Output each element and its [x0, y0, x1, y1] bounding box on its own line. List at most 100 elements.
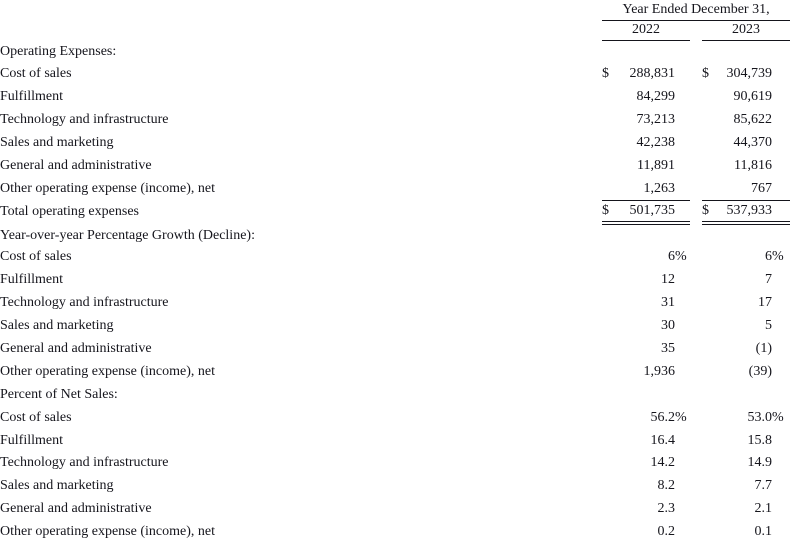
section-heading-row: Year-over-year Percentage Growth (Declin…	[0, 223, 800, 246]
column-gap	[690, 338, 702, 361]
currency-symbol	[602, 154, 626, 177]
percent-sign: %	[675, 249, 687, 265]
value-2022: 6	[668, 249, 675, 265]
header-spacer	[0, 0, 602, 20]
currency-symbol	[602, 521, 626, 544]
table-row: Other operating expense (income), net 1,…	[0, 177, 800, 201]
suffix-2023	[772, 109, 790, 132]
value-2023: 90,619	[733, 89, 773, 105]
column-gap	[690, 429, 702, 452]
column-gap	[690, 315, 702, 338]
right-margin	[790, 338, 800, 361]
value-2022: 12	[661, 272, 675, 288]
suffix-2023	[772, 200, 791, 226]
row-label: Cost of sales	[0, 249, 72, 265]
value-2022: 0.2	[657, 524, 676, 540]
currency-symbol	[602, 315, 626, 338]
value-2022: 8.2	[657, 478, 676, 494]
currency-symbol	[602, 86, 626, 109]
suffix-2023	[772, 292, 790, 315]
row-label: Sales and marketing	[0, 135, 114, 150]
row-label: Other operating expense (income), net	[0, 180, 215, 196]
currency-symbol	[702, 521, 726, 544]
currency-symbol	[702, 406, 726, 429]
period-header-row: Year Ended December 31,	[0, 0, 800, 21]
currency-symbol	[602, 269, 626, 292]
column-gap	[690, 452, 702, 475]
value-2022: 16.4	[650, 432, 676, 448]
section-heading: Operating Expenses:	[0, 43, 117, 59]
suffix-2023	[772, 452, 790, 475]
row-label: Other operating expense (income), net	[0, 524, 215, 540]
value-2023: 0.1	[754, 524, 773, 540]
suffix-2023	[772, 154, 790, 177]
right-margin	[790, 498, 800, 521]
currency-symbol	[602, 498, 626, 521]
value-2023: 14.9	[747, 455, 773, 471]
suffix-2022	[675, 269, 690, 292]
currency-symbol	[702, 109, 726, 132]
currency-symbol	[702, 452, 726, 475]
value-2023: 5	[765, 318, 772, 334]
right-margin	[790, 521, 800, 544]
column-gap	[690, 63, 702, 86]
value-2023: 53.0	[747, 409, 773, 425]
suffix-2022	[675, 132, 690, 155]
currency-symbol: $	[602, 66, 609, 82]
table-row: Technology and infrastructure 31 17	[0, 292, 800, 315]
currency-symbol	[702, 86, 726, 109]
suffix-2022	[675, 63, 690, 86]
column-gap	[690, 154, 702, 177]
column-gap	[690, 360, 702, 383]
column-gap	[690, 269, 702, 292]
table-row: Fulfillment 16.4 15.8	[0, 429, 800, 452]
right-margin	[790, 246, 800, 269]
value-2022: 35	[661, 341, 675, 357]
total-row: Total operating expenses $ 501,735 $ 537…	[0, 200, 800, 226]
section-heading-row: Operating Expenses:	[0, 40, 800, 63]
section-heading: Percent of Net Sales:	[0, 386, 118, 402]
suffix-2023	[772, 177, 791, 201]
currency-symbol	[602, 132, 626, 155]
value-2023: 7	[765, 272, 772, 288]
table-row: Cost of sales $ 288,831 $ 304,739	[0, 63, 800, 86]
table-row: Fulfillment 84,299 90,619	[0, 86, 800, 109]
right-margin	[790, 452, 800, 475]
suffix-2023	[772, 269, 790, 292]
currency-symbol: $	[702, 66, 709, 82]
row-label: Fulfillment	[0, 272, 63, 288]
value-2022: 11,891	[637, 157, 675, 173]
period-header: Year Ended December 31,	[602, 0, 791, 21]
suffix-2022	[675, 429, 690, 452]
column-gap	[690, 498, 702, 521]
column-gap	[690, 109, 702, 132]
right-margin	[790, 292, 800, 315]
currency-symbol	[702, 475, 726, 498]
table-row: Cost of sales 6 % 6 %	[0, 246, 800, 269]
suffix-2023	[772, 132, 790, 155]
row-label: General and administrative	[0, 157, 152, 173]
currency-symbol	[702, 338, 726, 361]
table-row: General and administrative 2.3 2.1	[0, 498, 800, 521]
column-gap	[690, 406, 702, 429]
right-margin	[790, 109, 800, 132]
suffix-2023	[772, 63, 790, 86]
row-label: Technology and infrastructure	[0, 112, 169, 128]
row-label: Total operating expenses	[0, 203, 139, 219]
right-margin	[790, 200, 800, 223]
percent-sign: %	[772, 249, 784, 265]
suffix-2022	[675, 452, 690, 475]
right-margin	[790, 429, 800, 452]
right-margin	[790, 86, 800, 109]
currency-symbol	[702, 177, 726, 201]
row-label: Sales and marketing	[0, 318, 114, 334]
value-2022: 1,263	[626, 177, 675, 201]
column-gap	[690, 292, 702, 315]
value-2023: 15.8	[747, 432, 773, 448]
currency-symbol	[602, 109, 626, 132]
table-row: Sales and marketing 30 5	[0, 315, 800, 338]
right-margin	[790, 269, 800, 292]
currency-symbol	[602, 177, 626, 201]
value-2022: 1,936	[643, 363, 676, 379]
